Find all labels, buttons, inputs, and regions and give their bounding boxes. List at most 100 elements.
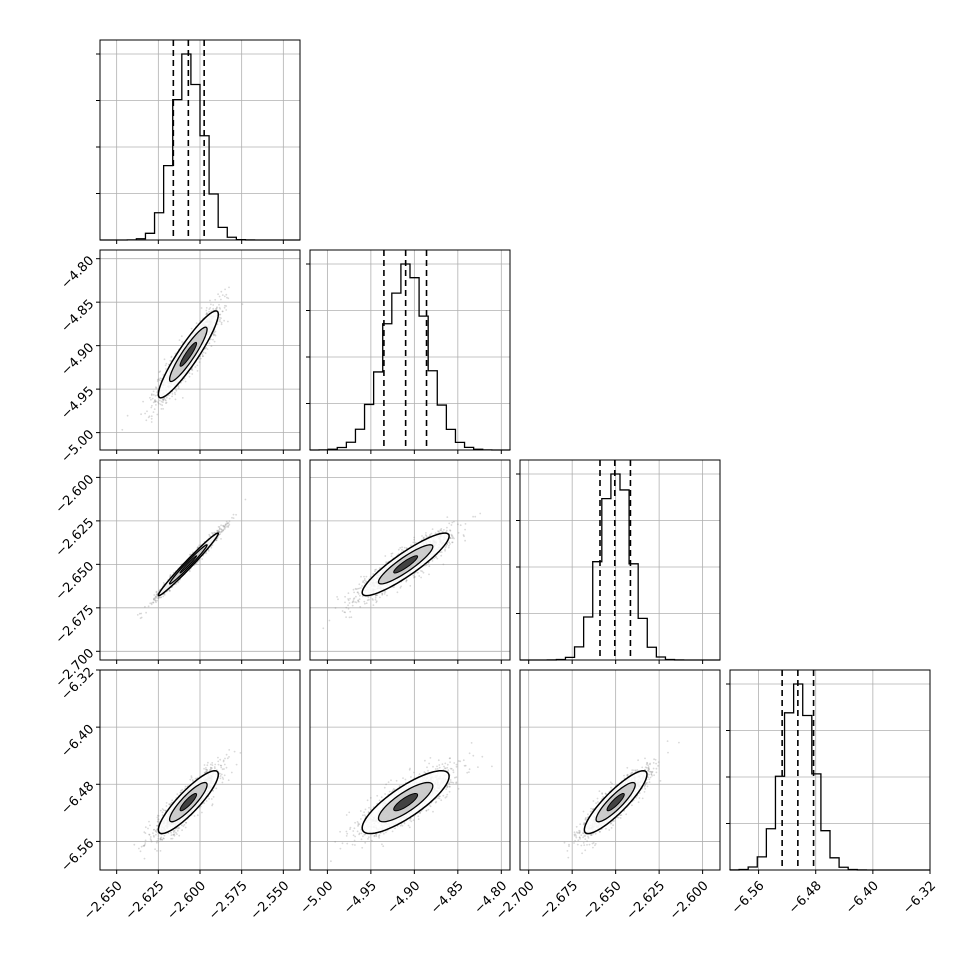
sample-point xyxy=(401,548,403,551)
sample-point xyxy=(214,298,217,301)
sample-point xyxy=(228,756,230,758)
sample-point xyxy=(206,313,208,315)
sample-point xyxy=(459,524,462,527)
sample-point xyxy=(224,757,226,760)
sample-point xyxy=(437,530,439,533)
sample-point xyxy=(354,587,357,590)
sample-point xyxy=(214,334,217,337)
sample-point xyxy=(363,582,366,584)
sample-point xyxy=(214,767,216,770)
sample-point xyxy=(212,304,215,306)
sample-point xyxy=(218,306,221,309)
sample-point xyxy=(428,573,430,576)
sample-point xyxy=(165,402,167,404)
sample-point xyxy=(162,374,165,376)
sample-point xyxy=(199,357,202,360)
sample-point xyxy=(215,307,218,309)
sample-point xyxy=(155,841,158,844)
sample-point xyxy=(173,391,176,394)
sample-point xyxy=(158,379,161,382)
sample-point xyxy=(353,597,356,600)
sample-point xyxy=(156,380,159,383)
sample-point xyxy=(154,401,157,403)
sample-point xyxy=(386,594,388,597)
sample-point xyxy=(451,521,454,524)
sample-point xyxy=(347,604,349,607)
sample-point xyxy=(157,401,160,404)
sample-point xyxy=(416,571,419,574)
sample-point xyxy=(156,391,159,393)
sample-point xyxy=(345,606,348,609)
sample-point xyxy=(347,592,350,595)
sample-point xyxy=(431,560,434,562)
sample-point xyxy=(212,338,214,341)
sample-point xyxy=(201,558,204,560)
sample-point xyxy=(225,753,228,756)
sample-point xyxy=(194,366,197,368)
sample-point xyxy=(347,598,349,600)
sample-point xyxy=(235,513,238,516)
sample-point xyxy=(451,541,453,544)
sample-point xyxy=(160,596,163,599)
sample-point xyxy=(224,524,227,527)
sample-point xyxy=(379,596,381,599)
sample-point xyxy=(200,307,203,309)
sample-point xyxy=(348,602,351,604)
sample-point xyxy=(348,616,351,619)
sample-point xyxy=(374,596,377,599)
sample-point xyxy=(155,833,157,836)
sample-point xyxy=(156,413,159,416)
sample-point xyxy=(345,616,347,618)
sample-point xyxy=(220,766,223,769)
sample-point xyxy=(161,811,164,814)
sample-point xyxy=(361,585,363,587)
sample-point xyxy=(143,857,146,860)
sample-point xyxy=(190,327,193,330)
sample-point xyxy=(356,591,359,594)
sample-point xyxy=(164,398,167,401)
sample-point xyxy=(206,313,208,315)
sample-point xyxy=(225,520,228,523)
sample-point xyxy=(216,529,219,532)
sample-point xyxy=(457,523,459,526)
sample-point xyxy=(147,605,150,608)
sample-point xyxy=(221,294,224,296)
sample-point xyxy=(152,401,155,404)
sample-point xyxy=(162,582,165,584)
sample-point xyxy=(436,557,439,560)
y-tick-label: −2.650 xyxy=(53,559,98,604)
sample-point xyxy=(328,619,331,622)
sample-point xyxy=(449,529,451,532)
sample-point xyxy=(431,528,434,530)
sample-point xyxy=(220,773,223,776)
sample-point xyxy=(425,564,428,566)
sample-point xyxy=(193,815,196,817)
sample-point xyxy=(391,552,394,555)
sample-point xyxy=(158,399,161,402)
sample-point xyxy=(180,335,183,338)
sample-point xyxy=(181,788,184,791)
sample-point xyxy=(226,525,228,528)
y-tick-label: −5.00 xyxy=(59,427,98,466)
sample-point xyxy=(360,587,362,589)
sample-point xyxy=(151,404,153,407)
sample-point xyxy=(154,394,157,397)
sample-point xyxy=(159,850,162,852)
sample-point xyxy=(188,375,191,378)
sample-point xyxy=(442,563,445,566)
sample-point xyxy=(196,364,199,367)
sample-point xyxy=(215,308,218,311)
sample-point xyxy=(223,774,226,777)
sample-point xyxy=(363,579,366,582)
sample-point xyxy=(160,400,163,403)
sample-point xyxy=(228,523,231,526)
sample-point xyxy=(344,595,346,598)
sample-point xyxy=(151,397,154,400)
sample-point xyxy=(239,752,242,754)
sample-point xyxy=(218,303,220,306)
sample-point xyxy=(226,757,229,760)
y-tick-label: −2.675 xyxy=(53,603,98,648)
sample-point xyxy=(156,850,158,852)
sample-point xyxy=(155,601,157,604)
